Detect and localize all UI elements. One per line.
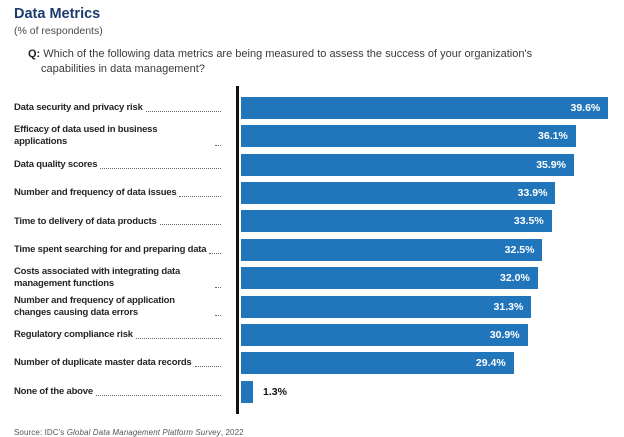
value-label: 1.3% bbox=[263, 385, 287, 398]
category-label: Regulatory compliance risk bbox=[14, 329, 222, 341]
chart-row: Number and frequency of data issues 33.9… bbox=[14, 179, 614, 207]
value-label: 30.9% bbox=[489, 329, 520, 341]
category-label: Number of duplicate master data records bbox=[14, 357, 222, 369]
question-text: Which of the following data metrics are … bbox=[41, 48, 533, 75]
category-label: Data security and privacy risk bbox=[14, 102, 222, 114]
category-label: None of the above bbox=[14, 386, 222, 398]
bar: 30.9% bbox=[241, 324, 528, 346]
chart-row: Data security and privacy risk 39.6% bbox=[14, 94, 614, 122]
chart-row: Regulatory compliance risk 30.9% bbox=[14, 321, 614, 349]
bar-track: 33.9% bbox=[241, 182, 612, 205]
category-label-text: Time spent searching for and preparing d… bbox=[14, 243, 207, 255]
bar-track: 32.0% bbox=[241, 267, 612, 290]
bar: 32.5% bbox=[241, 238, 543, 261]
y-axis-line bbox=[236, 85, 239, 414]
value-label: 32.0% bbox=[500, 272, 530, 285]
source-suffix: , 2022 bbox=[220, 427, 244, 437]
chart-row: Data quality scores 35.9% bbox=[14, 150, 614, 178]
plot-rows: Data security and privacy risk 39.6% Eff… bbox=[14, 94, 614, 406]
source-prefix: Source: IDC's bbox=[14, 427, 67, 437]
bar: 35.9% bbox=[241, 153, 574, 176]
chart-row: Time to delivery of data products 33.5% bbox=[14, 207, 614, 235]
category-label: Costs associated with integrating data m… bbox=[14, 266, 222, 290]
bar: 36.1% bbox=[241, 125, 576, 148]
category-label-text: Costs associated with integrating data m… bbox=[14, 266, 181, 290]
survey-question: Q: Which of the following data metrics a… bbox=[14, 47, 574, 77]
category-label: Time to delivery of data products bbox=[14, 216, 222, 228]
category-label: Data quality scores bbox=[14, 159, 222, 171]
dotted-leader bbox=[215, 315, 221, 317]
category-label: Efficacy of data used in business applic… bbox=[14, 124, 222, 148]
bar-track: 39.6% bbox=[241, 96, 612, 119]
bar-track: 31.3% bbox=[241, 295, 612, 318]
category-label: Number and frequency of data issues bbox=[14, 187, 222, 199]
bar-chart: Data security and privacy risk 39.6% Eff… bbox=[14, 85, 614, 414]
value-label: 35.9% bbox=[536, 158, 566, 171]
category-label-text: Data quality scores bbox=[14, 158, 98, 170]
bar: 1.3% bbox=[241, 380, 287, 403]
chart-subtitle: (% of respondents) bbox=[14, 25, 103, 37]
category-label-text: Number and frequency of data issues bbox=[14, 187, 177, 199]
chart-row: Time spent searching for and preparing d… bbox=[14, 236, 614, 264]
bar-track: 36.1% bbox=[241, 125, 612, 148]
dotted-leader bbox=[145, 110, 221, 112]
bar-track: 29.4% bbox=[241, 352, 612, 375]
bar-track: 33.5% bbox=[241, 210, 612, 233]
source-note: Source: IDC's Global Data Management Pla… bbox=[14, 428, 614, 437]
category-label-text: Number of duplicate master data records bbox=[14, 357, 192, 369]
value-label: 33.9% bbox=[517, 187, 548, 200]
category-label-text: Data security and privacy risk bbox=[14, 101, 143, 113]
chart-row: Number of duplicate master data records … bbox=[14, 349, 614, 377]
dotted-leader bbox=[95, 394, 221, 396]
category-label: Time spent searching for and preparing d… bbox=[14, 244, 222, 256]
bar-track: 32.5% bbox=[241, 238, 612, 261]
bar: 31.3% bbox=[241, 295, 532, 318]
category-label-text: Efficacy of data used in business applic… bbox=[14, 124, 158, 148]
dotted-leader bbox=[194, 366, 221, 368]
chart-row: Efficacy of data used in business applic… bbox=[14, 122, 614, 150]
chart-row: None of the above 1.3% bbox=[14, 378, 614, 406]
value-label: 31.3% bbox=[493, 300, 524, 313]
value-label: 36.1% bbox=[538, 130, 568, 143]
bar: 32.0% bbox=[241, 267, 538, 290]
page-title: Data Metrics bbox=[14, 6, 101, 22]
bar: 33.5% bbox=[241, 210, 552, 233]
dotted-leader bbox=[179, 195, 221, 197]
bar: 39.6% bbox=[241, 96, 609, 119]
question-prefix: Q: bbox=[28, 48, 41, 60]
dotted-leader bbox=[209, 252, 221, 254]
dotted-leader bbox=[159, 224, 221, 226]
category-label: Number and frequency of application chan… bbox=[14, 295, 222, 319]
bar-track: 35.9% bbox=[241, 153, 612, 176]
bar-track: 1.3% bbox=[241, 380, 612, 403]
dotted-leader bbox=[135, 337, 221, 339]
dotted-leader bbox=[215, 145, 221, 147]
category-label-text: Number and frequency of application chan… bbox=[14, 294, 175, 318]
bar: 29.4% bbox=[241, 352, 514, 375]
chart-row: Costs associated with integrating data m… bbox=[14, 264, 614, 292]
bar: 33.9% bbox=[241, 182, 556, 205]
chart-row: Number and frequency of application chan… bbox=[14, 292, 614, 320]
value-label: 33.5% bbox=[513, 215, 544, 228]
dotted-leader bbox=[215, 287, 221, 289]
value-label: 29.4% bbox=[475, 357, 506, 370]
source-title: Global Data Management Platform Survey bbox=[66, 427, 221, 437]
category-label-text: Time to delivery of data products bbox=[14, 215, 157, 227]
category-label-text: Regulatory compliance risk bbox=[14, 329, 133, 341]
bar-track: 30.9% bbox=[241, 324, 612, 346]
dotted-leader bbox=[100, 167, 221, 169]
value-label: 32.5% bbox=[504, 243, 535, 256]
category-label-text: None of the above bbox=[14, 385, 93, 397]
value-label: 39.6% bbox=[570, 101, 601, 114]
